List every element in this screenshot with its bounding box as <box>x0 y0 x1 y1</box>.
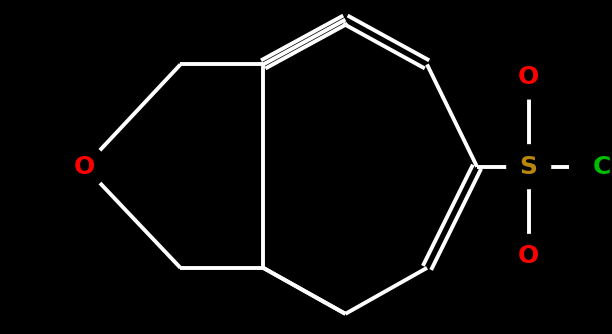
Text: O: O <box>518 244 539 268</box>
Text: Cl: Cl <box>593 155 612 179</box>
Text: S: S <box>520 155 538 179</box>
Circle shape <box>507 234 551 278</box>
Text: O: O <box>74 155 95 179</box>
Circle shape <box>507 55 551 99</box>
Circle shape <box>507 145 551 189</box>
Circle shape <box>62 145 106 189</box>
Circle shape <box>575 135 612 198</box>
Text: O: O <box>518 65 539 89</box>
